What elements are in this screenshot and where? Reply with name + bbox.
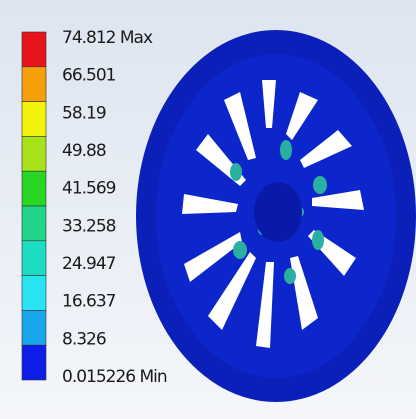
wheel-model xyxy=(136,30,416,402)
legend-band xyxy=(21,136,47,172)
legend-band xyxy=(21,275,47,311)
legend-band xyxy=(21,344,47,381)
legend-label: 41.569 xyxy=(62,179,116,199)
legend-label: 58.19 xyxy=(62,103,106,123)
legend-band xyxy=(21,240,47,276)
legend-band xyxy=(21,310,47,346)
legend-label: 66.501 xyxy=(62,66,116,86)
legend-band xyxy=(21,205,47,242)
legend-band xyxy=(21,170,47,207)
legend-label: 74.812 Max xyxy=(62,28,153,48)
legend-label: 8.326 xyxy=(62,329,106,349)
legend-label: 16.637 xyxy=(62,292,116,312)
legend-band xyxy=(21,31,47,68)
legend-band xyxy=(21,66,47,102)
legend-label: 49.88 xyxy=(62,141,106,161)
legend-label: 0.015226 Min xyxy=(62,367,167,387)
legend-label: 33.258 xyxy=(62,216,116,236)
legend-label: 24.947 xyxy=(62,254,116,274)
legend: 74.812 Max 66.501 58.19 49.88 41.569 33.258 24… xyxy=(21,28,168,387)
legend-band xyxy=(21,101,47,137)
